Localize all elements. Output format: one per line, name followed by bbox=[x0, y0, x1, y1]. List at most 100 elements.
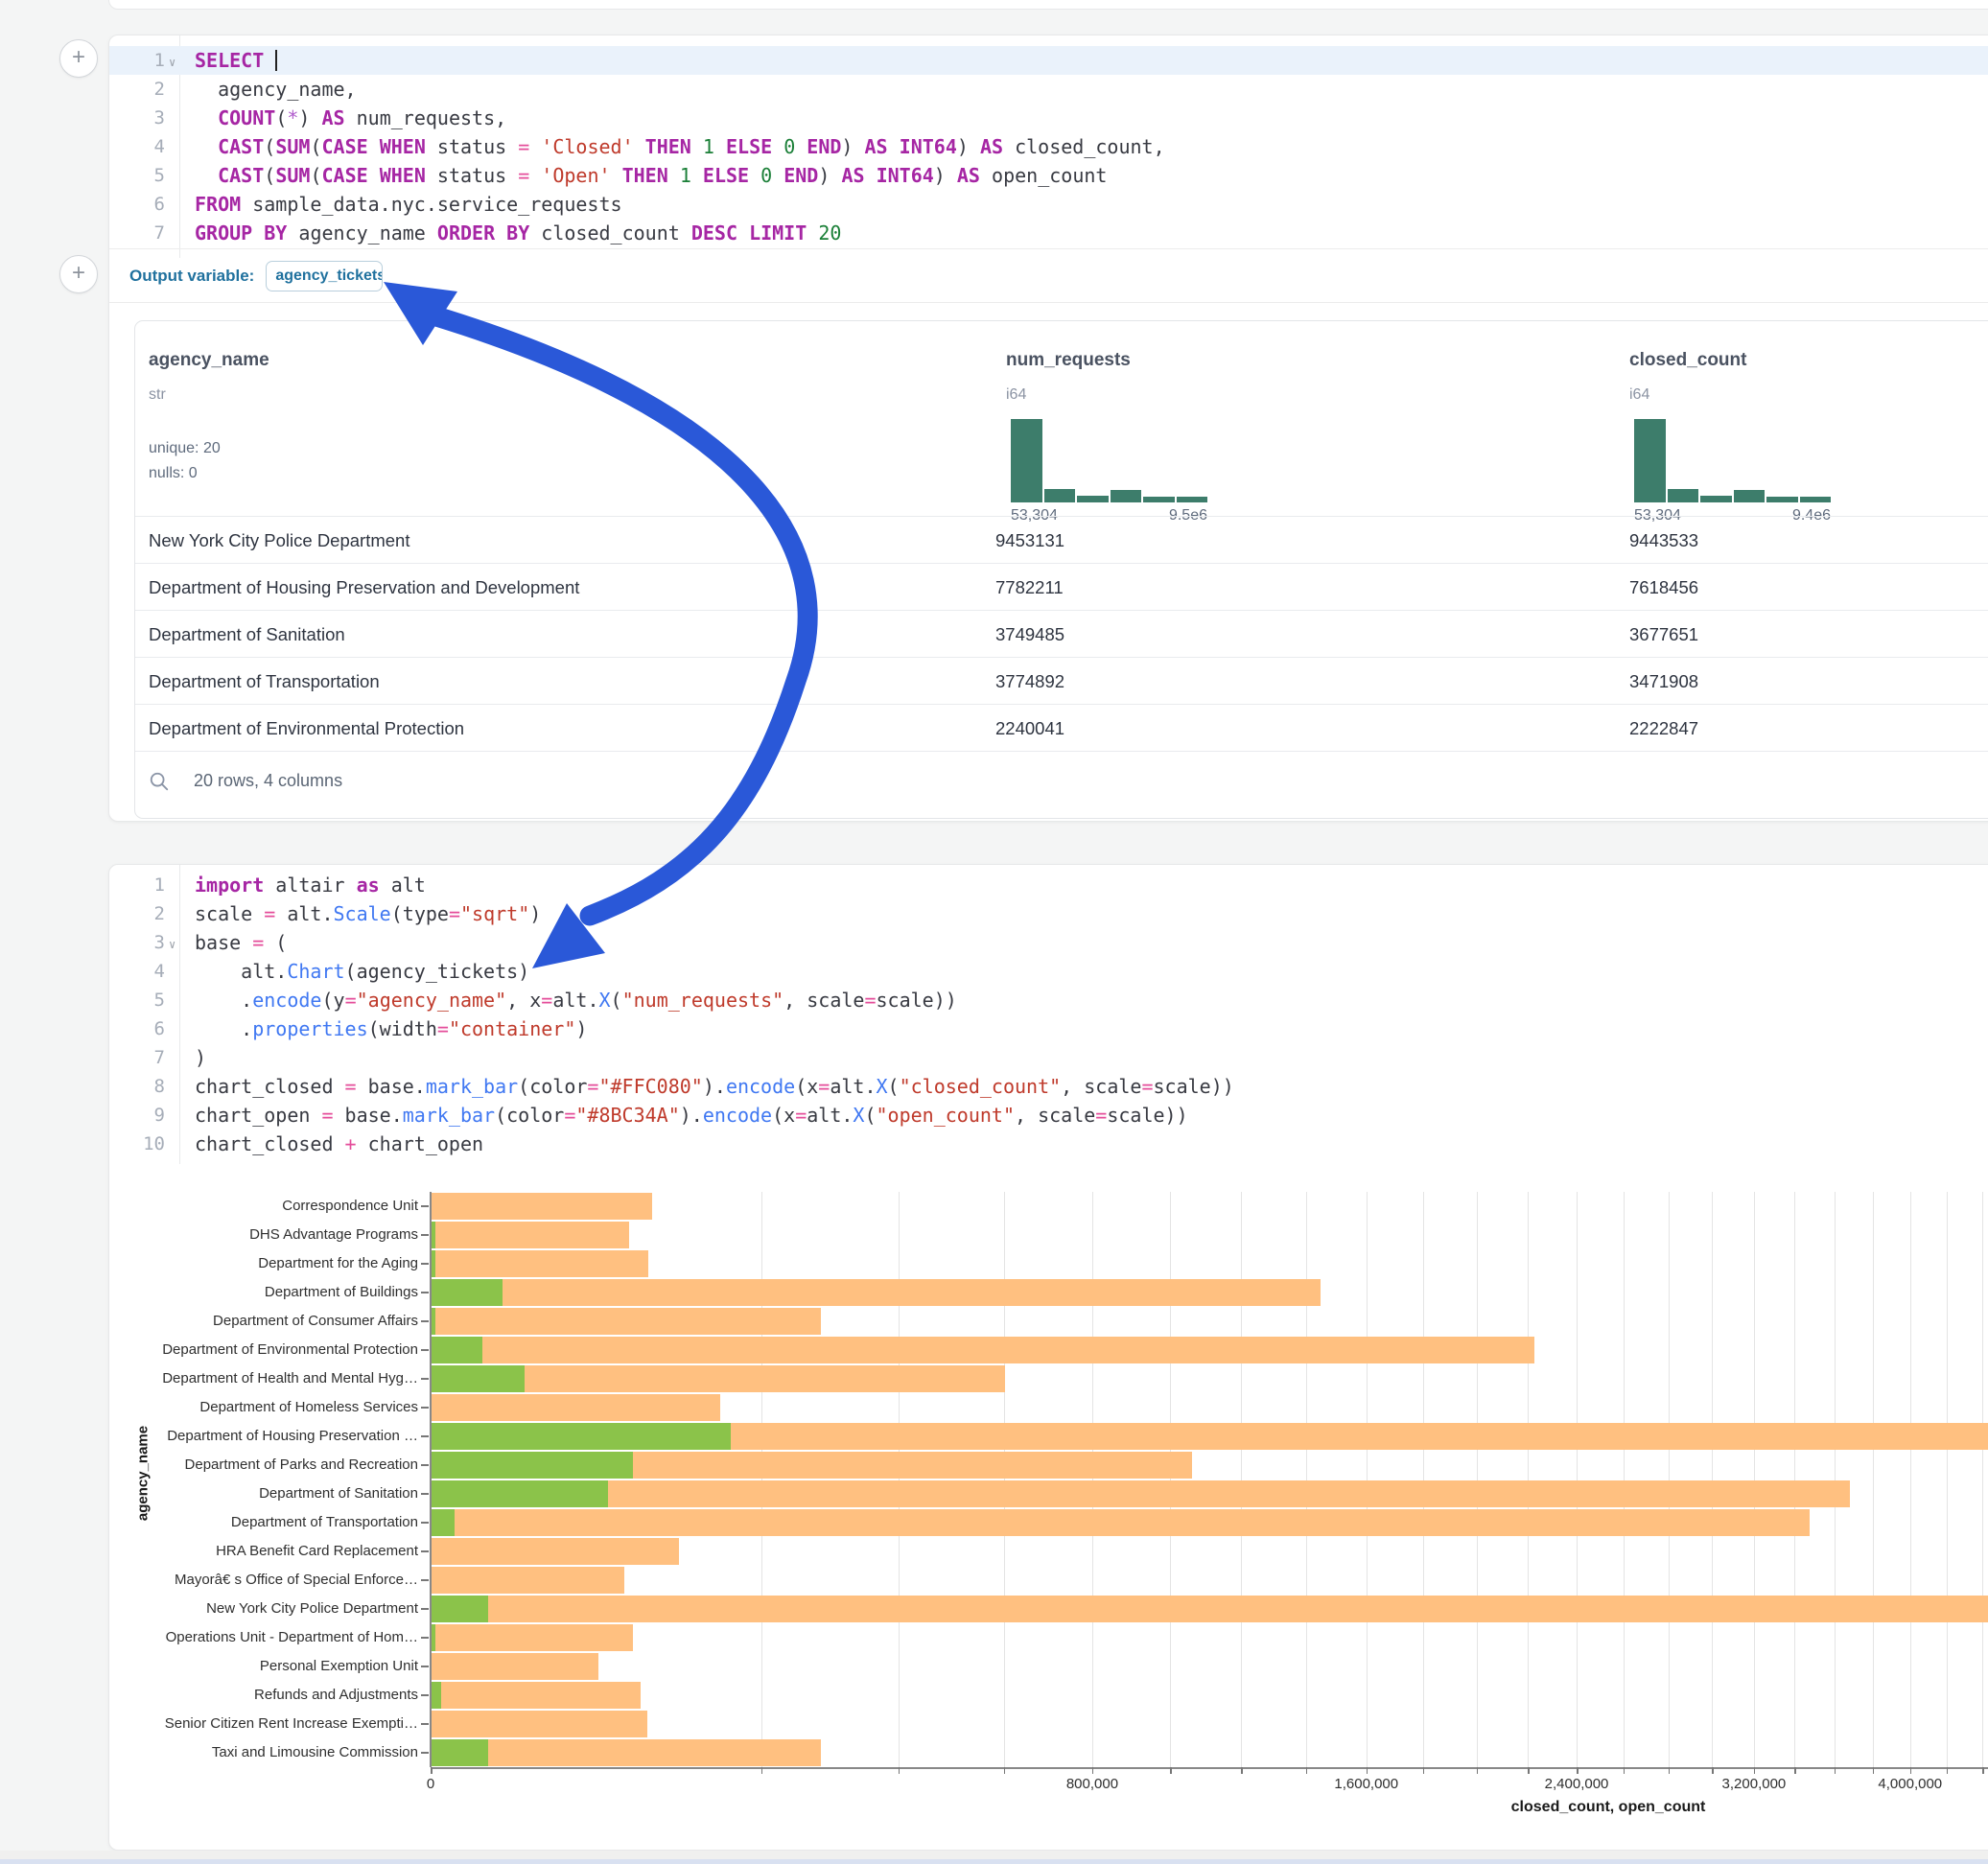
line-number: 9 bbox=[153, 1105, 165, 1126]
output-variable-input[interactable]: agency_tickets bbox=[266, 260, 384, 291]
search-icon[interactable] bbox=[149, 771, 170, 792]
code-line[interactable]: 7 GROUP BY agency_name ORDER BY closed_co… bbox=[109, 219, 1988, 247]
histogram-bar bbox=[1011, 419, 1042, 502]
code-text: agency_name, bbox=[195, 78, 357, 101]
code-line[interactable]: 2 scale = alt.Scale(type="sqrt") bbox=[109, 899, 1988, 928]
hist-min-label: 53,304 bbox=[1011, 507, 1058, 524]
table-cell: 3774892 bbox=[995, 671, 1065, 691]
code-text: .properties(width="container") bbox=[195, 1017, 588, 1040]
line-number: 5 bbox=[153, 990, 165, 1011]
table-row[interactable]: Department of Environmental Protection 22… bbox=[135, 704, 1988, 752]
histogram-closed-count bbox=[1634, 419, 1831, 502]
code-line[interactable]: 8 chart_closed = base.mark_bar(color="#FF… bbox=[109, 1072, 1988, 1101]
collapse-chevron-icon[interactable]: ∨ bbox=[169, 56, 176, 69]
code-text: base = ( bbox=[195, 931, 288, 954]
histogram-bar bbox=[1733, 489, 1765, 502]
code-text: import altair as alt bbox=[195, 874, 426, 897]
table-cell: Department of Environmental Protection bbox=[149, 718, 465, 738]
sql-code-editor[interactable]: 1 ∨ SELECT 2 agency_name, 3 COUNT(*) AS num… bbox=[109, 35, 1988, 258]
table-footer: 20 rows, 4 columns bbox=[135, 751, 1988, 818]
histogram-bar bbox=[1634, 419, 1666, 502]
histogram-bar bbox=[1176, 496, 1207, 502]
collapse-chevron-icon[interactable]: ∨ bbox=[169, 938, 176, 951]
table-row[interactable]: Department of Sanitation 3749485 3677651 bbox=[135, 610, 1988, 658]
code-text: chart_closed = base.mark_bar(color="#FFC… bbox=[195, 1075, 1234, 1098]
code-text: FROM sample_data.nyc.service_requests bbox=[195, 193, 622, 216]
code-line[interactable]: 2 agency_name, bbox=[109, 75, 1988, 104]
table-row[interactable]: New York City Police Department 9453131 94… bbox=[135, 516, 1988, 564]
code-line[interactable]: 7) bbox=[109, 1043, 1988, 1072]
next-section-edge bbox=[0, 1859, 1988, 1864]
gutter-divider bbox=[179, 35, 180, 258]
code-line[interactable]: 3 COUNT(*) AS num_requests, bbox=[109, 104, 1988, 132]
hist-min-label: 53,304 bbox=[1634, 507, 1681, 524]
code-text: ) bbox=[195, 1046, 207, 1069]
code-text: alt.Chart(agency_tickets) bbox=[195, 960, 530, 983]
output-variable-label: Output variable: bbox=[129, 266, 255, 285]
code-text: GROUP BY agency_name ORDER BY closed_cou… bbox=[195, 221, 842, 245]
table-cell: Department of Housing Preservation and D… bbox=[149, 577, 580, 597]
line-number: 2 bbox=[153, 79, 165, 100]
column-type-closed-count: i64 bbox=[1629, 386, 1650, 403]
code-line[interactable]: 6 FROM sample_data.nyc.service_requests bbox=[109, 190, 1988, 219]
column-header-agency-name[interactable]: agency_name bbox=[149, 350, 269, 370]
code-text: CAST(SUM(CASE WHEN status = 'Closed' THE… bbox=[218, 135, 1165, 158]
table-cell: 3677651 bbox=[1629, 624, 1699, 644]
line-number: 8 bbox=[153, 1076, 165, 1097]
python-code-editor[interactable]: 1 import altair as alt 2 scale = alt.Scale(… bbox=[109, 865, 1988, 1164]
table-cell: Department of Transportation bbox=[149, 671, 380, 691]
code-line[interactable]: 10 chart_closed + chart_open bbox=[109, 1130, 1988, 1158]
table-cell: 2240041 bbox=[995, 718, 1065, 738]
histogram-bar bbox=[1667, 489, 1698, 502]
code-line[interactable]: 4 CAST(SUM(CASE WHEN status = 'Closed' T… bbox=[109, 132, 1988, 161]
table-cell: 9443533 bbox=[1629, 530, 1699, 550]
code-text: scale = alt.Scale(type="sqrt") bbox=[195, 902, 542, 925]
code-line[interactable]: 6 .properties(width="container") bbox=[109, 1014, 1988, 1043]
table-summary: 20 rows, 4 columns bbox=[194, 771, 343, 790]
table-cell: Department of Sanitation bbox=[149, 624, 345, 644]
sql-cell-card: 1 ∨ SELECT 2 agency_name, 3 COUNT(*) AS num… bbox=[108, 35, 1988, 822]
table-row[interactable]: Department of Housing Preservation and D… bbox=[135, 563, 1988, 611]
add-cell-button-middle[interactable]: + bbox=[59, 255, 98, 293]
histogram-labels-closed-count: 53,304 9.4e6 bbox=[1634, 507, 1831, 524]
line-number: 7 bbox=[153, 222, 165, 244]
table-cell: New York City Police Department bbox=[149, 530, 410, 550]
code-line[interactable]: 4 alt.Chart(agency_tickets) bbox=[109, 957, 1988, 986]
histogram-bar bbox=[1766, 496, 1798, 502]
code-text: CAST(SUM(CASE WHEN status = 'Open' THEN … bbox=[218, 164, 1108, 187]
line-number: 6 bbox=[153, 194, 165, 215]
code-text: chart_closed + chart_open bbox=[195, 1132, 484, 1155]
code-line[interactable]: 5 CAST(SUM(CASE WHEN status = 'Open' THE… bbox=[109, 161, 1988, 190]
histogram-num-requests bbox=[1011, 419, 1207, 502]
column-type-num-requests: i64 bbox=[1006, 386, 1027, 403]
line-number: 4 bbox=[153, 136, 165, 157]
column-header-num-requests[interactable]: num_requests bbox=[1006, 350, 1131, 370]
result-table: agency_name str unique: 20 nulls: 0 num_r… bbox=[134, 320, 1988, 819]
line-number: 1 bbox=[153, 50, 165, 71]
code-line[interactable]: 1 import altair as alt bbox=[109, 871, 1988, 899]
code-text: COUNT(*) AS num_requests, bbox=[218, 106, 507, 129]
column-header-closed-count[interactable]: closed_count bbox=[1629, 350, 1747, 370]
code-line[interactable]: 5 .encode(y="agency_name", x=alt.X("num_… bbox=[109, 986, 1988, 1014]
table-cell: 3471908 bbox=[1629, 671, 1699, 691]
hist-max-label: 9.4e6 bbox=[1791, 507, 1831, 524]
table-cell: 7618456 bbox=[1629, 577, 1699, 597]
code-line[interactable]: 3 ∨ base = ( bbox=[109, 928, 1988, 957]
histogram-bar bbox=[1799, 496, 1831, 502]
line-number: 10 bbox=[143, 1133, 165, 1154]
gutter-divider bbox=[179, 865, 180, 1164]
histogram-bar bbox=[1143, 496, 1175, 502]
line-number: 4 bbox=[153, 961, 165, 982]
code-line[interactable]: 9 chart_open = base.mark_bar(color="#8BC3… bbox=[109, 1101, 1988, 1130]
table-cell: 7782211 bbox=[995, 577, 1064, 597]
column-type-agency-name: str bbox=[149, 386, 166, 403]
table-cell: 3749485 bbox=[995, 624, 1065, 644]
table-row[interactable]: Department of Transportation 3774892 34719… bbox=[135, 657, 1988, 705]
table-cell: 2222847 bbox=[1629, 718, 1699, 738]
code-line[interactable]: 1 ∨ SELECT bbox=[109, 46, 1988, 75]
histogram-bar bbox=[1700, 496, 1732, 502]
add-cell-button-top[interactable]: + bbox=[59, 39, 98, 78]
previous-cell-bottom bbox=[108, 0, 1988, 10]
histogram-labels-num-requests: 53,304 9.5e6 bbox=[1011, 507, 1207, 524]
